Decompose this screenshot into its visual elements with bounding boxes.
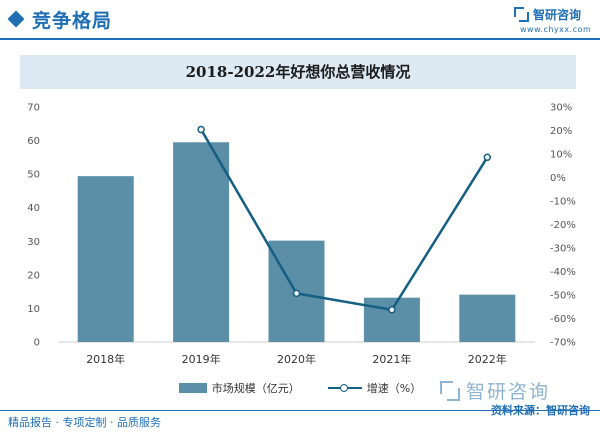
x-tick-label: 2019年 — [182, 352, 221, 366]
y-right-tick-label: -70% — [550, 338, 576, 349]
header-bar: 竞争格局 智研咨询 www.chyxx.com — [0, 0, 600, 42]
logo-icon — [514, 7, 529, 22]
watermark-logo-name: 智研咨询 — [466, 381, 551, 403]
header-divider — [0, 38, 600, 40]
y-left-tick-label: 40 — [27, 203, 40, 214]
footer-slogan: 精品报告 · 专项定制 · 品质服务 — [8, 416, 161, 429]
y-left-tick-label: 0 — [34, 338, 40, 349]
y-left-tick-label: 30 — [27, 237, 40, 248]
y-left-tick-label: 10 — [27, 304, 40, 315]
y-left-tick-label: 70 — [27, 103, 40, 114]
y-right-tick-label: 20% — [550, 126, 572, 137]
chart-title-band — [20, 55, 576, 89]
logo-url: www.chyxx.com — [520, 25, 592, 34]
y-right-tick-label: 10% — [550, 150, 572, 161]
y-right-tick-label: -40% — [550, 267, 576, 278]
footer-divider — [0, 410, 600, 411]
x-tick-label: 2021年 — [372, 352, 411, 366]
bar — [459, 294, 516, 342]
watermark-logo: 智研咨询 — [440, 377, 550, 404]
growth-point — [292, 289, 301, 298]
y-right-tick-label: -20% — [550, 220, 576, 231]
bar — [363, 297, 420, 342]
y-right-tick-label: -10% — [550, 197, 576, 208]
y-left-tick-label: 20 — [27, 270, 40, 281]
legend-bar-swatch — [178, 383, 207, 393]
growth-line — [200, 128, 489, 312]
growth-point — [483, 153, 492, 162]
y-right-tick-label: -60% — [550, 314, 576, 325]
chart-title: 2018-2022年好想你总营收情况 — [185, 63, 411, 81]
brand-logo: 智研咨询 — [514, 6, 581, 23]
x-tick-label: 2020年 — [277, 352, 316, 366]
growth-point — [197, 125, 205, 134]
bar — [77, 176, 134, 342]
legend-item-bar: 市场规模（亿元） — [178, 380, 300, 396]
chart-legend: 市场规模（亿元） 增速（%） — [0, 380, 600, 396]
legend-item-line: 增速（%） — [327, 380, 422, 396]
x-tick-label: 2022年 — [468, 352, 507, 366]
bar — [173, 142, 230, 342]
y-right-tick-label: -30% — [550, 244, 576, 255]
y-right-tick-label: 30% — [550, 103, 572, 114]
legend-bar-label: 市场规模（亿元） — [211, 382, 300, 395]
y-right-tick-label: 0% — [550, 173, 566, 184]
y-left-tick-label: 60 — [27, 136, 40, 147]
section-title: 竞争格局 — [32, 10, 113, 32]
logo-name: 智研咨询 — [533, 8, 582, 22]
y-left-tick-label: 50 — [27, 170, 40, 181]
y-right-tick-label: -50% — [550, 291, 576, 302]
growth-point — [388, 306, 396, 314]
legend-line-swatch — [327, 383, 362, 393]
watermark-logo-icon — [440, 380, 460, 401]
x-tick-label: 2018年 — [86, 352, 125, 366]
legend-line-label: 增速（%） — [366, 382, 422, 395]
